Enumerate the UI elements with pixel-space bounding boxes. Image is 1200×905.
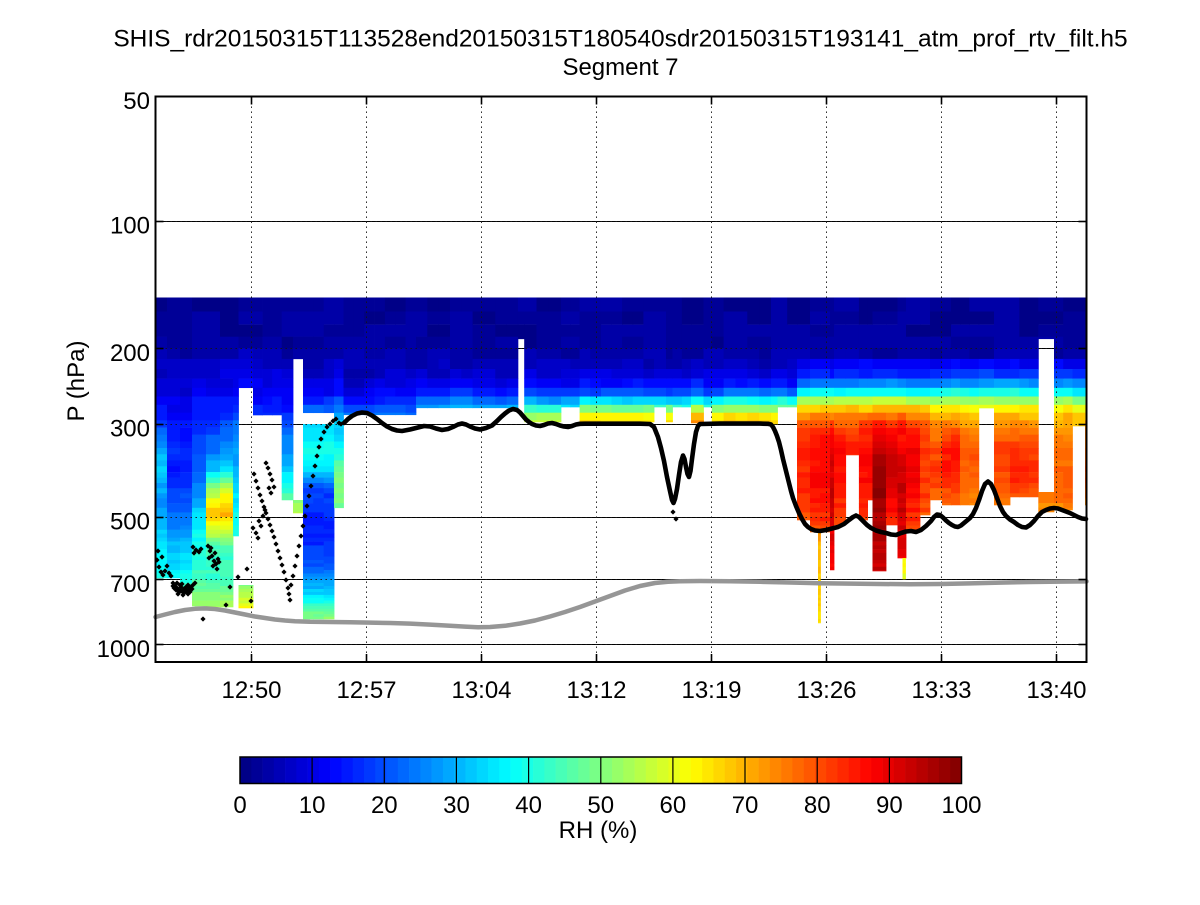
svg-text:80: 80 <box>804 792 831 819</box>
svg-text:60: 60 <box>660 792 687 819</box>
svg-text:700: 700 <box>110 571 150 598</box>
svg-text:50: 50 <box>123 88 150 115</box>
svg-text:RH (%): RH (%) <box>559 817 638 844</box>
svg-text:40: 40 <box>515 792 542 819</box>
svg-text:100: 100 <box>941 792 981 819</box>
svg-text:Segment 7: Segment 7 <box>562 54 678 81</box>
svg-text:12:57: 12:57 <box>336 677 396 704</box>
svg-text:13:40: 13:40 <box>1026 677 1086 704</box>
svg-text:SHIS_rdr20150315T113528end2015: SHIS_rdr20150315T113528end20150315T18054… <box>113 26 1127 53</box>
svg-text:100: 100 <box>110 213 150 240</box>
svg-text:300: 300 <box>110 416 150 443</box>
svg-text:70: 70 <box>732 792 759 819</box>
svg-text:90: 90 <box>876 792 903 819</box>
svg-text:13:04: 13:04 <box>451 677 511 704</box>
svg-text:12:50: 12:50 <box>221 677 281 704</box>
svg-text:200: 200 <box>110 340 150 367</box>
svg-text:500: 500 <box>110 509 150 536</box>
svg-text:13:12: 13:12 <box>566 677 626 704</box>
svg-text:0: 0 <box>233 792 246 819</box>
svg-text:20: 20 <box>371 792 398 819</box>
svg-text:50: 50 <box>587 792 614 819</box>
svg-text:1000: 1000 <box>97 636 150 663</box>
svg-text:13:26: 13:26 <box>796 677 856 704</box>
svg-text:P (hPa): P (hPa) <box>63 341 90 422</box>
svg-text:30: 30 <box>443 792 470 819</box>
svg-text:13:19: 13:19 <box>681 677 741 704</box>
svg-text:13:33: 13:33 <box>911 677 971 704</box>
svg-text:10: 10 <box>299 792 326 819</box>
